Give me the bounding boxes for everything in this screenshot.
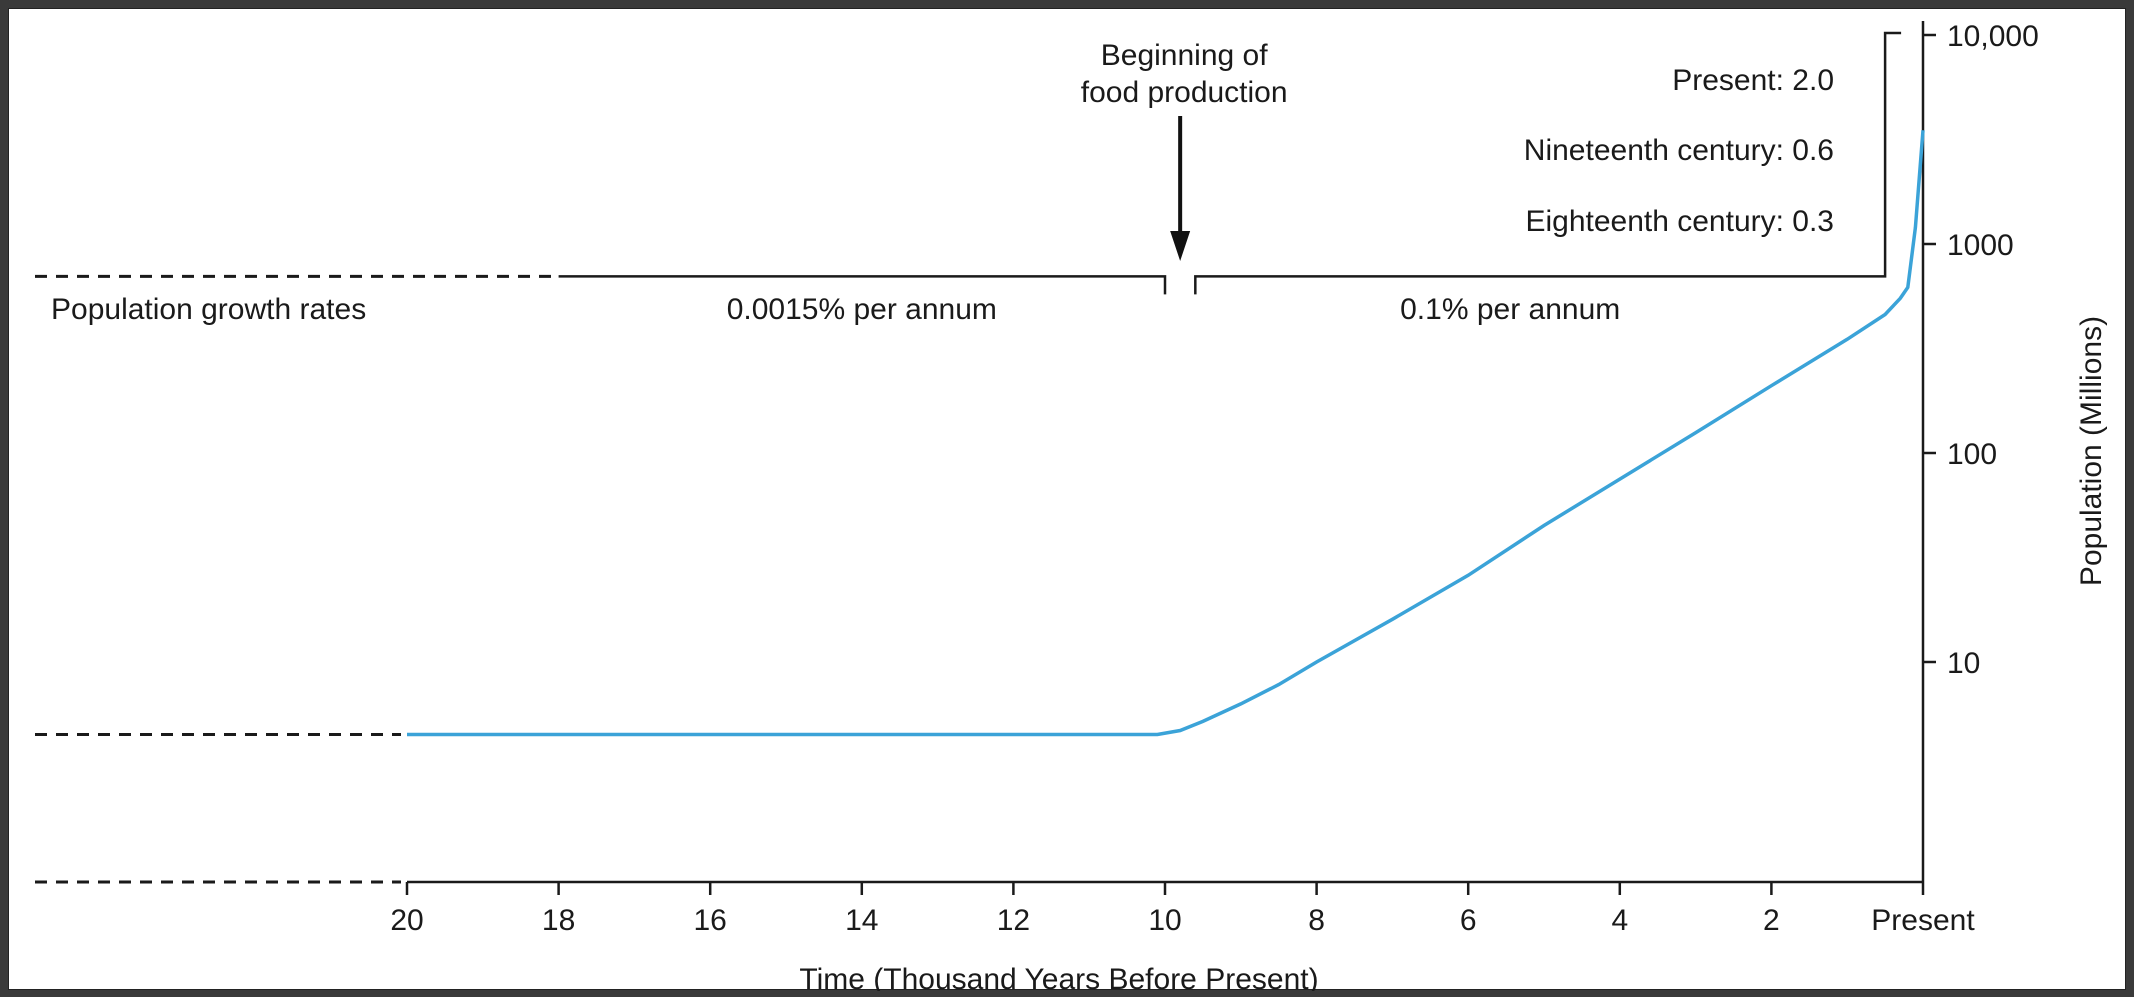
growth-period-label: 0.0015% per annum — [727, 293, 997, 326]
population-line — [407, 130, 1925, 737]
x-tick-label: 8 — [1308, 904, 1325, 937]
x-tick-label: 10 — [1148, 904, 1181, 937]
chart-frame: 20 18 16 14 12 10 8 6 4 2 Present 10 100 1000 10,000 … — [8, 8, 2126, 991]
x-tick-label: Present — [1871, 904, 1975, 937]
recent-rate-label: Nineteenth century: 0.6 — [1524, 134, 1834, 167]
y-tick-label: 10,000 — [1947, 20, 2039, 53]
x-tick-label: 20 — [390, 904, 423, 937]
y-tick-label: 100 — [1947, 438, 1997, 471]
x-tick-label: 12 — [997, 904, 1030, 937]
x-tick-label: 4 — [1611, 904, 1628, 937]
y-tick-label: 1000 — [1947, 229, 2014, 262]
growth-rates-label: Population growth rates — [51, 293, 366, 326]
growth-period-brackets — [558, 31, 1902, 295]
dashed-guides — [35, 274, 557, 884]
x-tick-label: 6 — [1460, 904, 1477, 937]
x-tick-label: 18 — [542, 904, 575, 937]
growth-period-bracket — [558, 275, 1167, 295]
series-layer — [407, 130, 1925, 737]
x-tick-label: 16 — [694, 904, 727, 937]
y-tick-label: 10 — [1947, 647, 1980, 680]
annotation-label: Beginning of — [1101, 39, 1268, 72]
x-axis-label: Time (Thousand Years Before Present) — [799, 963, 1318, 991]
annotation-label: food production — [1081, 76, 1288, 109]
annotation-arrowhead — [1170, 231, 1191, 261]
growth-period-label: 0.1% per annum — [1400, 293, 1620, 326]
y-axis-label: Population (Millions) — [2075, 316, 2108, 586]
y-ticks: 10 100 1000 10,000 — [1923, 20, 2039, 680]
x-ticks: 20 18 16 14 12 10 8 6 4 2 Present — [390, 882, 1975, 937]
growth-period-bracket — [1194, 31, 1902, 295]
population-chart: 20 18 16 14 12 10 8 6 4 2 Present 10100100010,000 … — [35, 20, 2108, 991]
x-tick-label: 14 — [845, 904, 878, 937]
x-tick-label: 2 — [1763, 904, 1780, 937]
recent-rate-label: Eighteenth century: 0.3 — [1525, 205, 1834, 238]
recent-rate-label: Present: 2.0 — [1672, 64, 1834, 97]
